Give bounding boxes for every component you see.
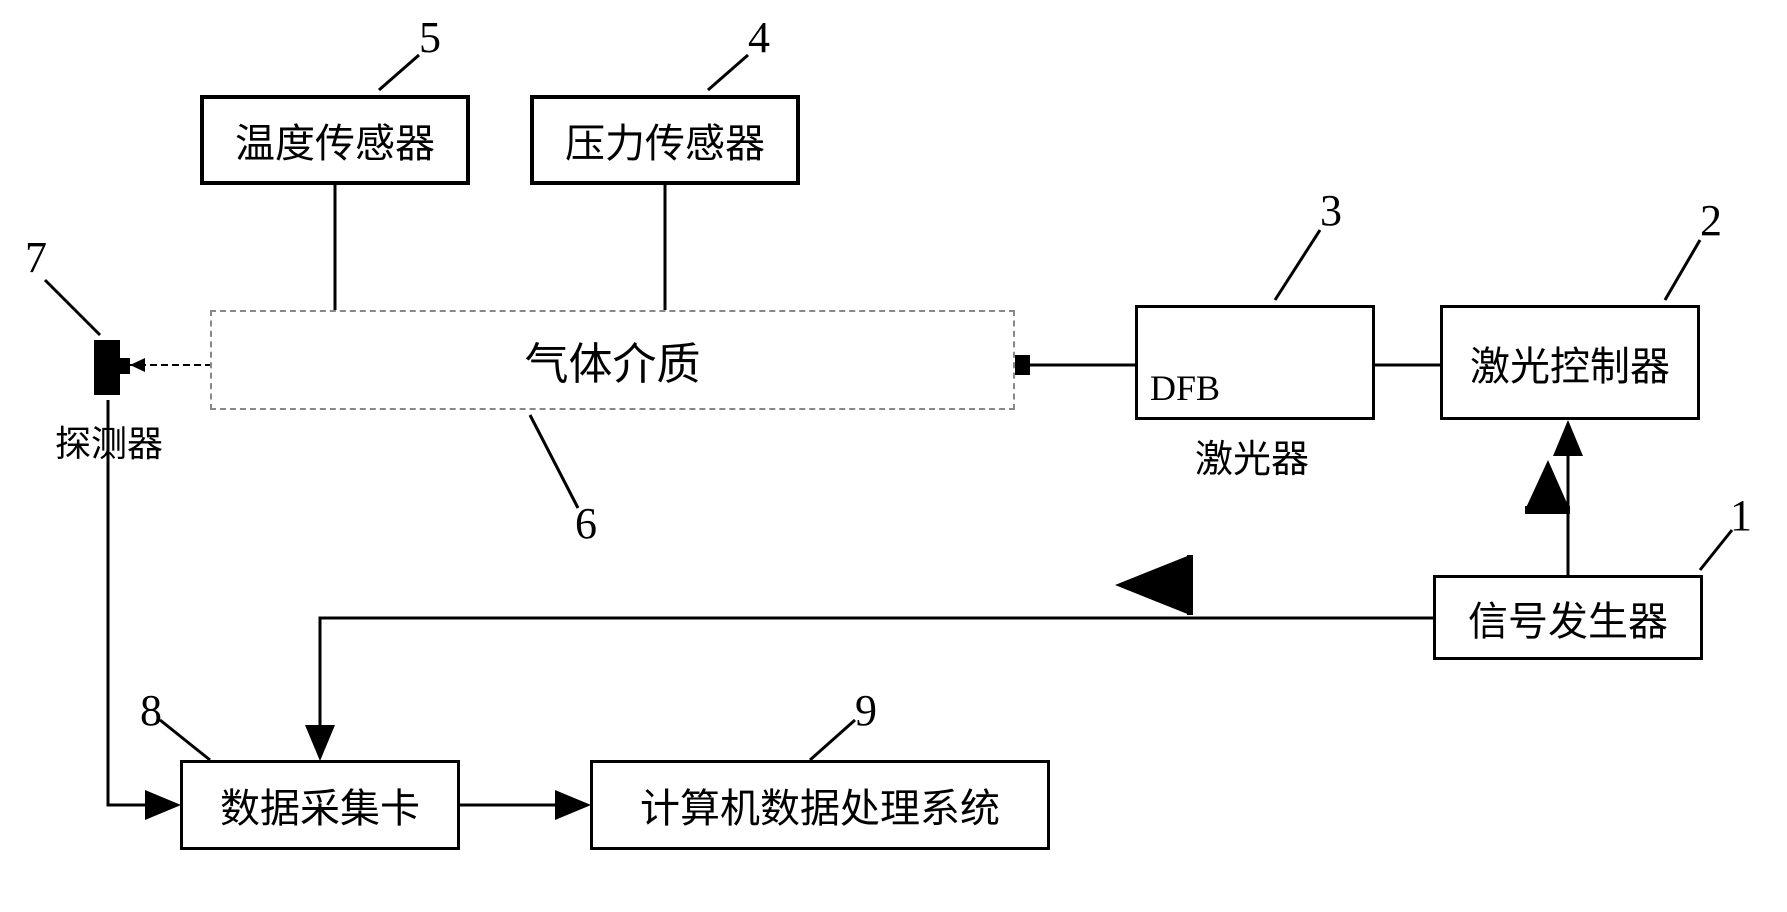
callout-number-4: 4: [748, 12, 770, 63]
callout-number-5: 5: [419, 12, 441, 63]
callout-line-3: [1275, 230, 1320, 300]
callout-number-2: 2: [1700, 195, 1722, 246]
callout-line-9: [810, 720, 855, 760]
node-label: 数据采集卡: [220, 776, 420, 834]
node-label: 气体介质: [525, 328, 701, 392]
callout-number-1: 1: [1730, 490, 1752, 541]
block-diagram: 温度传感器 压力传感器 气体介质 DFB 激光器 激光控制器 信号发生器 探测器…: [0, 0, 1787, 912]
callout-line-2: [1665, 240, 1700, 300]
node-daq-card: 数据采集卡: [180, 760, 460, 850]
callout-line-5: [379, 55, 419, 90]
node-dfb-laser: DFB: [1135, 305, 1375, 420]
big-triangle-left: [1115, 555, 1190, 615]
callout-number-6: 6: [575, 498, 597, 549]
callout-line-8: [160, 720, 210, 760]
callout-number-9: 9: [855, 685, 877, 736]
node-gas-medium: 气体介质: [210, 310, 1015, 410]
callout-line-1: [1700, 530, 1732, 570]
node-label: DFB: [1150, 367, 1220, 409]
callout-number-7: 7: [25, 232, 47, 283]
node-pressure-sensor: 压力传感器: [530, 95, 800, 185]
big-triangle-up: [1525, 460, 1570, 510]
node-label: 压力传感器: [565, 111, 765, 169]
detector-nub: [120, 358, 130, 374]
node-label: 激光控制器: [1470, 334, 1670, 392]
node-laser-controller: 激光控制器: [1440, 305, 1700, 420]
node-sublabel-3: 激光器: [1195, 428, 1309, 483]
callout-line-6: [530, 415, 578, 508]
callout-number-3: 3: [1320, 185, 1342, 236]
node-label: 计算机数据处理系统: [640, 776, 1000, 834]
node-label: 信号发生器: [1468, 589, 1668, 647]
node-label: 温度传感器: [235, 111, 435, 169]
node-temperature-sensor: 温度传感器: [200, 95, 470, 185]
node-sublabel-7: 探测器: [55, 415, 163, 467]
callout-line-4: [708, 55, 748, 90]
callout-line-7: [45, 280, 100, 335]
node-detector: [94, 340, 120, 395]
node-computer-system: 计算机数据处理系统: [590, 760, 1050, 850]
callout-number-8: 8: [140, 685, 162, 736]
node-signal-generator: 信号发生器: [1433, 575, 1703, 660]
